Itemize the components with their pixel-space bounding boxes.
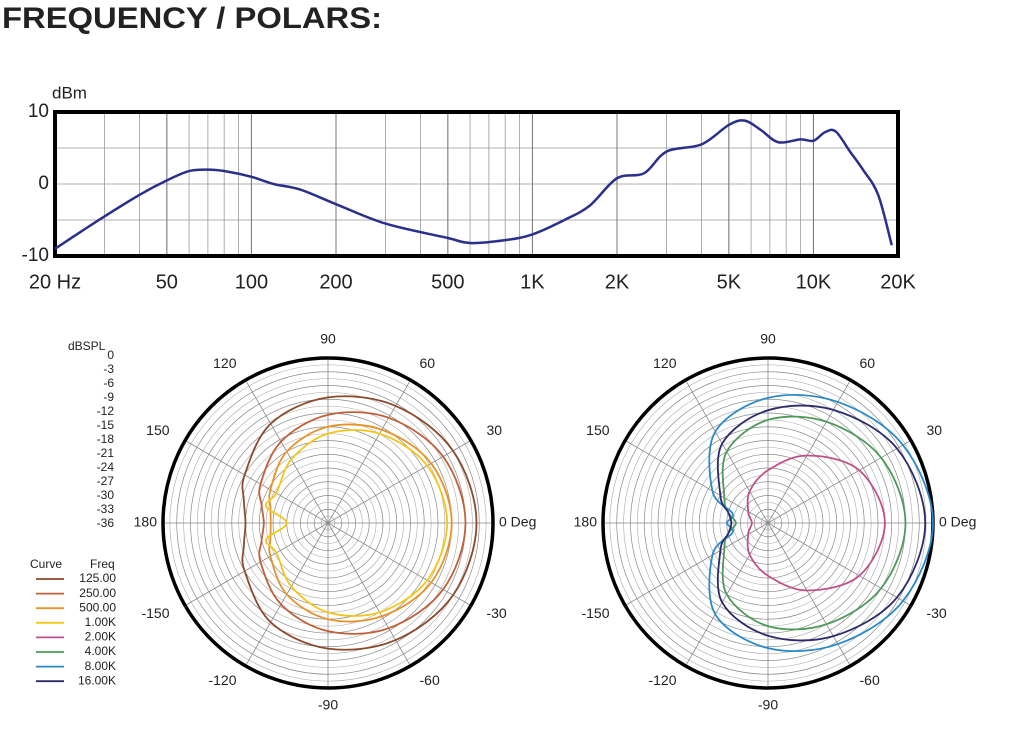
r-tick-label: -12 [97, 404, 115, 418]
polar-curve [708, 394, 934, 652]
r-tick-label: -6 [103, 376, 114, 390]
polar-chart: 0 Deg 30 60 90 120 150 180 -150 -120 -90 -60 -30 [574, 331, 977, 713]
angle-label: 150 [146, 422, 170, 438]
r-tick-label: -30 [97, 488, 115, 502]
polar-curve [268, 423, 453, 623]
x-tick-label: 5K [717, 271, 742, 293]
r-tick-label: -27 [97, 474, 115, 488]
angle-label: -30 [486, 605, 506, 621]
r-tick-label: 0 [107, 348, 114, 362]
angle-label: 120 [653, 355, 677, 371]
r-axis-label: dBSPL [68, 339, 106, 353]
spoke [327, 522, 411, 667]
spoke [624, 522, 769, 606]
angle-label: 90 [760, 331, 776, 347]
angle-label: 0 Deg [939, 514, 976, 530]
legend-label: 4.00K [85, 644, 116, 658]
y-axis-label: dBm [52, 83, 87, 102]
r-tick-label: -15 [97, 418, 115, 432]
spoke [184, 440, 329, 524]
angle-label: 60 [420, 355, 436, 371]
y-tick-label: 10 [28, 101, 49, 122]
angle-label: -120 [208, 672, 236, 688]
spoke [327, 522, 472, 606]
spoke [624, 440, 769, 524]
polar-curve [241, 395, 478, 651]
y-tick-label: -10 [22, 245, 49, 266]
x-tick-label: 2K [605, 271, 630, 293]
angle-label: -30 [926, 605, 946, 621]
spoke [767, 522, 912, 606]
x-tick-label: 20K [880, 271, 916, 293]
spoke [767, 522, 851, 667]
angle-label: 0 Deg [499, 514, 536, 530]
legend-label: 250.00 [79, 586, 116, 600]
polar-curve [746, 454, 886, 592]
r-tick-label: -21 [97, 446, 115, 460]
angle-label: 180 [134, 514, 158, 530]
page-title: FREQUENCY / POLARS: [2, 2, 382, 35]
angle-label: -150 [581, 605, 609, 621]
legend: 125.00250.00500.001.00K2.00K4.00K8.00K16… [36, 571, 116, 687]
r-tick-label: -9 [103, 390, 114, 404]
x-tick-label: 1K [520, 271, 545, 293]
angle-label: 30 [926, 422, 942, 438]
angle-label: -90 [758, 697, 778, 713]
legend-label: 8.00K [85, 659, 116, 673]
angle-label: -90 [318, 697, 338, 713]
legend-label: 500.00 [79, 600, 116, 614]
polar-curve [264, 429, 449, 617]
x-tick-label: 500 [431, 271, 464, 293]
x-tick-label: 20 Hz [29, 271, 81, 293]
legend-label: 2.00K [85, 630, 116, 644]
legend-header: Freq [90, 557, 115, 571]
polar-frame [161, 356, 495, 690]
angle-label: 30 [486, 422, 502, 438]
y-tick-label: 0 [38, 173, 49, 194]
angle-label: -60 [420, 672, 440, 688]
angle-label: 150 [586, 422, 610, 438]
x-tick-label: 100 [235, 271, 268, 293]
legend-label: 125.00 [79, 571, 116, 585]
polar-curve [721, 415, 907, 631]
r-tick-label: -24 [97, 460, 115, 474]
frequency-chart: dBm -10 0 10 20 Hz 50 100 200 500 1K 2K 5K 10K 20K [22, 83, 917, 293]
angle-label: 180 [574, 514, 598, 530]
x-tick-label: 200 [319, 271, 352, 293]
response-curve [54, 119, 893, 250]
x-tick-label: 50 [156, 271, 178, 293]
angle-label: -120 [648, 672, 676, 688]
r-tick-label: -18 [97, 432, 115, 446]
x-tick-label: 10K [796, 271, 832, 293]
spoke [327, 379, 411, 524]
legend-label: 16.00K [78, 673, 116, 687]
angle-label: 60 [860, 355, 876, 371]
angle-label: -150 [141, 605, 169, 621]
spoke [767, 379, 851, 524]
polar-chart: 0 Deg306090120150180-150-120-90-60-30dBS… [30, 331, 536, 713]
angle-label: -60 [860, 672, 880, 688]
r-tick-label: -36 [97, 516, 115, 530]
legend-label: 1.00K [85, 615, 116, 629]
angle-label: 120 [213, 355, 237, 371]
polar-curve [716, 404, 927, 642]
spoke [184, 522, 329, 606]
angle-label: 90 [320, 331, 336, 347]
r-tick-label: -3 [103, 362, 114, 376]
r-tick-label: -33 [97, 502, 115, 516]
legend-header: Curve [30, 557, 62, 571]
spoke [767, 440, 912, 524]
polar-curve [258, 411, 467, 635]
spoke [327, 440, 472, 524]
plot-frame [53, 110, 900, 258]
